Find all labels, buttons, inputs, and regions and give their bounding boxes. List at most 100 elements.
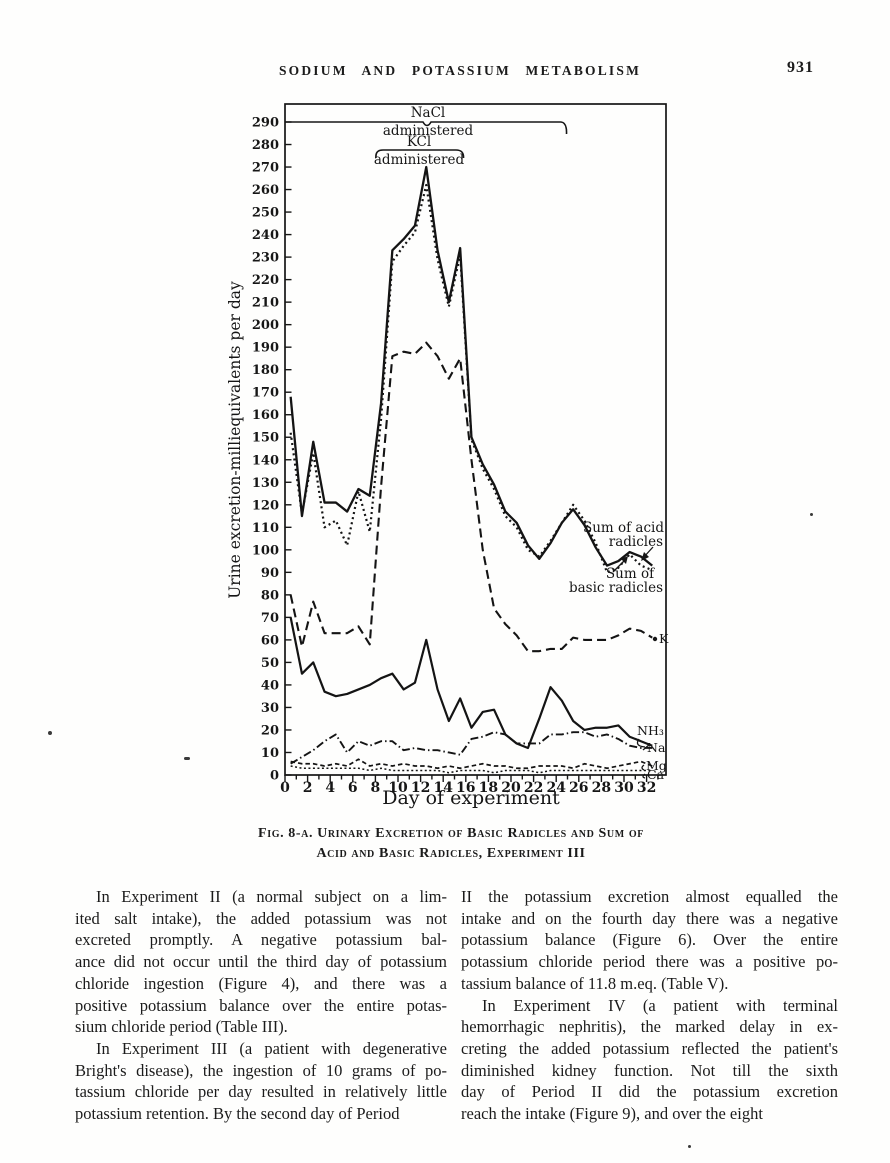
text-line: creting the added potassium reflected th… (461, 1038, 838, 1058)
text-line: potassium balance (Figure 6). Over the e… (461, 930, 838, 950)
text-line: excreted promptly. A negative potassium … (75, 930, 447, 950)
ca-leader (642, 773, 646, 779)
text-line: In Experiment III (a patient with degene… (96, 1038, 447, 1058)
y-tick-label: 230 (252, 251, 279, 266)
y-axis-title: Urine excretion-milliequivalents per day (228, 281, 244, 599)
basic-label-arrowhead (621, 556, 628, 564)
y-tick-label: 100 (252, 543, 279, 558)
text-line: ited salt intake), the added potassium w… (75, 908, 447, 928)
basic-label-arrow (612, 559, 626, 573)
text-line: ance did not occur until the third day o… (75, 952, 447, 972)
paragraph: In Experiment III (a patient with degene… (75, 1038, 447, 1125)
y-tick-label: 120 (252, 498, 279, 513)
plot-frame (284, 103, 667, 776)
series-acid (289, 165, 653, 567)
y-tick-label: 210 (252, 296, 279, 311)
x-axis-ticks: 0 2 4 6 8 10 12 14 16 18 20 22 24 26 28 30 32 (280, 775, 659, 796)
text-line: In Experiment II (a normal subject on a … (96, 887, 447, 906)
y-tick-label: 240 (252, 228, 279, 243)
x-tick-label: 20 (501, 780, 521, 796)
text-line: reach the intake (Figure 9), and over th… (461, 1104, 763, 1124)
mg-leader (641, 764, 645, 771)
x-tick-label: 8 (371, 780, 381, 796)
x-tick-label: 22 (524, 780, 543, 796)
scan-speck (688, 1145, 691, 1148)
y-tick-label: 130 (252, 476, 279, 491)
nacl-administered-label: administered (383, 123, 474, 139)
text-line: tassium balance of 11.8 m.eq. (Table V). (461, 973, 729, 993)
y-tick-label: 30 (261, 701, 279, 716)
nacl-label: NaCl (411, 105, 446, 121)
data-series (289, 165, 653, 774)
ca-label: Ca (647, 767, 665, 782)
y-tick-label: 260 (252, 183, 279, 198)
series-basic (289, 183, 653, 574)
x-tick-label: 32 (637, 780, 656, 796)
basic-radicles-label-line2: basic radicles (569, 580, 663, 596)
nh3-leader (636, 738, 646, 748)
running-head: SODIUM AND POTASSIUM METABOLISM (278, 63, 642, 78)
k-line-end-dot (652, 636, 658, 642)
text-line: potassium chloride period there was a po… (461, 952, 838, 972)
y-tick-label: 10 (261, 746, 279, 761)
scan-speck (184, 757, 190, 760)
nacl-brace (285, 121, 568, 135)
y-axis-ticks: 0 10 20 30 40 50 60 70 80 90 100 110 120 130 140 150 160… (252, 116, 292, 784)
y-tick-label: 270 (252, 161, 279, 176)
y-tick-label: 150 (252, 431, 279, 446)
series-ca (290, 765, 653, 774)
y-tick-label: 110 (252, 521, 279, 536)
y-tick-label: 290 (252, 116, 279, 131)
x-tick-label: 6 (348, 780, 358, 796)
text-line: Bright's disease), the ingestion of 10 g… (75, 1060, 447, 1080)
y-tick-label: 170 (252, 386, 279, 401)
x-tick-label: 28 (592, 780, 611, 796)
x-tick-label: 10 (388, 780, 408, 796)
paragraph: In Experiment IV (a patient with termina… (461, 995, 838, 1125)
na-leader (642, 743, 651, 751)
x-tick-label: 30 (614, 780, 634, 796)
y-tick-label: 190 (252, 341, 279, 356)
series-mg (290, 758, 653, 770)
series-k (289, 341, 653, 653)
text-line: day of Period II did the potassium excre… (461, 1082, 838, 1102)
series-nh3 (289, 617, 653, 750)
x-axis-title: Day of experiment (382, 787, 560, 809)
nh3-label: NH₃ (637, 723, 664, 738)
y-tick-label: 20 (261, 723, 279, 738)
acid-label-arrowhead (641, 552, 649, 561)
kcl-brace (375, 149, 465, 159)
y-tick-label: 70 (261, 611, 279, 626)
text-line: intake and on the fourth day there was a… (461, 908, 838, 928)
body-column-left: In Experiment II (a normal subject on a … (75, 886, 447, 1125)
acid-radicles-label-line2: radicles (609, 534, 663, 550)
y-tick-label: 280 (252, 138, 279, 153)
series-na (290, 731, 653, 765)
text-line: tassium chloride per day resulted in rel… (75, 1082, 447, 1102)
text-line: positive potassium balance over the enti… (75, 995, 447, 1015)
text-line: chloride ingestion (Figure 4), and there… (75, 973, 447, 993)
x-tick-label: 12 (411, 780, 430, 796)
y-tick-label: 50 (261, 656, 279, 671)
y-tick-label: 0 (270, 769, 279, 784)
x-tick-label: 26 (569, 780, 588, 796)
x-tick-label: 16 (456, 780, 475, 796)
y-tick-label: 220 (252, 273, 279, 288)
x-tick-label: 18 (479, 780, 498, 796)
figure-caption-line2: Acid and Basic Radicles, Experiment III (316, 846, 586, 861)
basic-radicles-label-line1: Sum of (606, 566, 655, 582)
figure-caption-line1: Fig. 8-a. Urinary Excretion of Basic Rad… (258, 826, 644, 841)
kcl-label: KCl (407, 134, 431, 150)
text-line: In Experiment IV (a patient with termina… (482, 995, 838, 1015)
x-tick-label: 14 (433, 780, 453, 796)
acid-radicles-label-line1: Sum of acid (583, 520, 664, 536)
na-label: Na (647, 740, 666, 755)
body-column-right: II the potassium excretion almost equall… (461, 886, 838, 1125)
y-tick-label: 140 (252, 453, 279, 468)
kcl-administered-label: administered (374, 152, 465, 168)
text-line: potassium retention. By the second day o… (75, 1104, 400, 1124)
page-number: 931 (787, 59, 814, 76)
figure-caption: Fig. 8-a. Urinary Excretion of Basic Rad… (230, 824, 672, 864)
scan-speck (810, 513, 813, 516)
